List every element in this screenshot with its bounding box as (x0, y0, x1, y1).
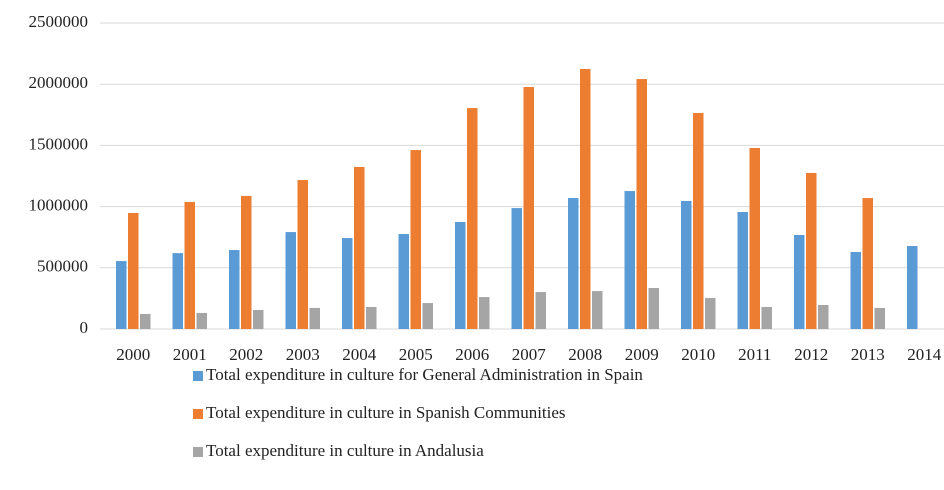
bar (737, 211, 748, 329)
x-tick-label: 2012 (794, 345, 828, 364)
legend-label: Total expenditure in culture in Spanish … (206, 403, 566, 422)
bar (455, 222, 466, 329)
bar (874, 307, 885, 329)
bar (398, 234, 409, 329)
x-tick-label: 2003 (286, 345, 320, 364)
y-tick-label: 2500000 (29, 12, 89, 31)
bar (184, 201, 195, 329)
bar (592, 291, 603, 329)
bar (705, 298, 716, 329)
y-tick-label: 2000000 (29, 73, 89, 92)
bar (794, 234, 805, 329)
bar (806, 172, 817, 329)
bar (907, 246, 918, 329)
legend-label: Total expenditure in culture for General… (206, 365, 643, 384)
x-tick-label: 2001 (173, 345, 207, 364)
bar (366, 306, 377, 329)
bar (354, 166, 365, 329)
bar (761, 306, 772, 329)
y-tick-label: 0 (80, 318, 89, 337)
x-tick-label: 2006 (455, 345, 489, 364)
legend-swatch (193, 447, 203, 457)
bar (681, 200, 692, 329)
bar (523, 87, 534, 329)
x-tick-label: 2011 (738, 345, 771, 364)
x-tick-label: 2008 (568, 345, 602, 364)
legend-label: Total expenditure in culture in Andalusi… (206, 441, 484, 460)
x-tick-label: 2014 (907, 345, 942, 364)
legend-swatch (193, 371, 203, 381)
bar (285, 232, 296, 329)
legend-swatch (193, 409, 203, 419)
x-tick-label: 2000 (116, 345, 150, 364)
bar (648, 287, 659, 329)
bar (479, 297, 490, 329)
bar (636, 79, 647, 329)
bar (422, 303, 433, 329)
x-tick-label: 2005 (399, 345, 433, 364)
bar (511, 208, 522, 329)
bar (410, 150, 421, 329)
bar (342, 238, 353, 329)
bar (818, 305, 829, 329)
y-tick-label: 1500000 (29, 134, 89, 153)
bar (693, 112, 704, 330)
bar (624, 191, 635, 329)
bar (116, 261, 127, 329)
bar (253, 310, 264, 329)
bar (535, 292, 546, 329)
x-tick-label: 2013 (851, 345, 885, 364)
bar (309, 307, 320, 329)
bar (196, 312, 207, 329)
x-tick-label: 2004 (342, 345, 377, 364)
x-tick-label: 2002 (229, 345, 263, 364)
bar (580, 69, 591, 329)
y-tick-label: 500000 (37, 257, 88, 276)
x-tick-label: 2007 (512, 345, 547, 364)
bar (862, 198, 873, 329)
bar (140, 313, 151, 329)
bar (172, 253, 183, 329)
y-tick-label: 1000000 (29, 196, 89, 215)
x-tick-label: 2010 (681, 345, 715, 364)
bar (749, 147, 760, 329)
bar (128, 212, 139, 329)
bar (850, 252, 861, 329)
bar (241, 195, 252, 329)
bar (467, 108, 478, 330)
bar (568, 198, 579, 329)
bar (229, 250, 240, 329)
bar (297, 180, 308, 329)
x-tick-label: 2009 (625, 345, 659, 364)
